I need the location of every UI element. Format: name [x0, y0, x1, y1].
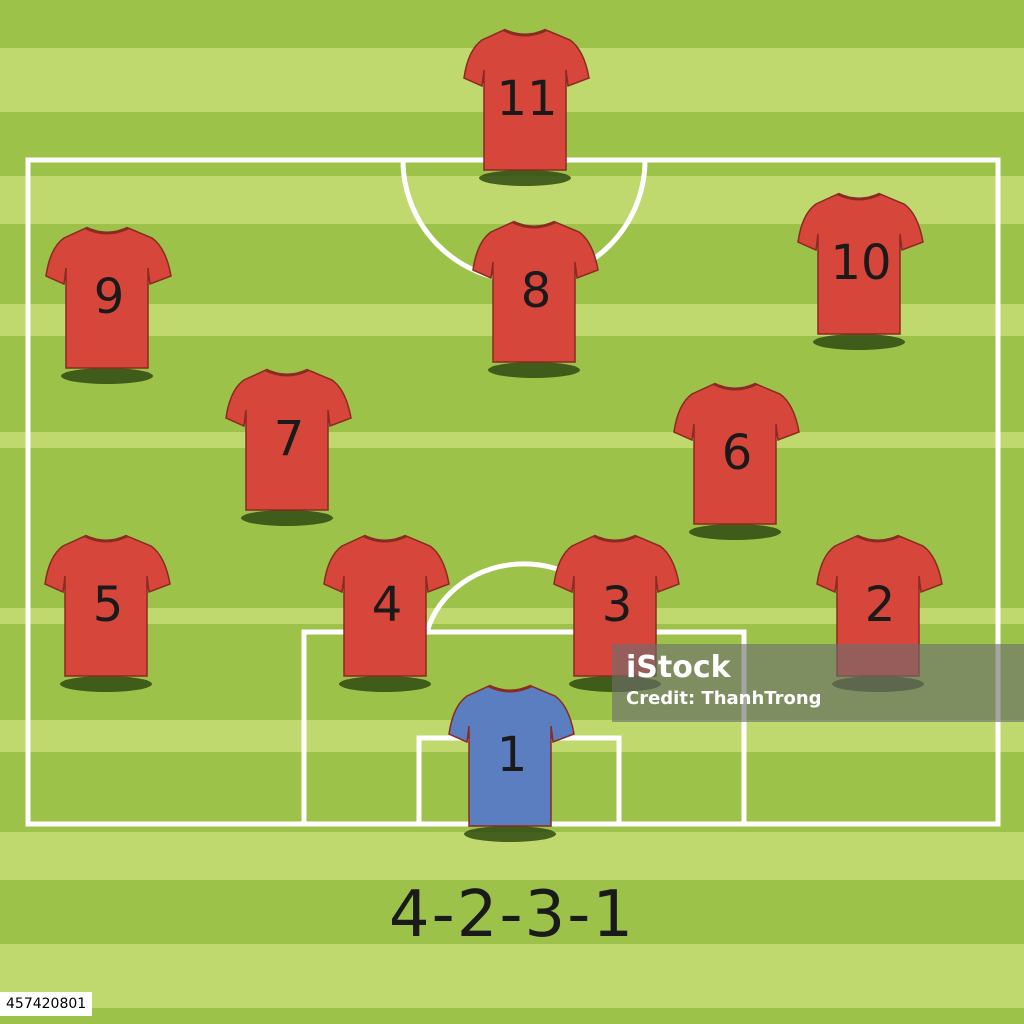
shirt-number: 2 [864, 577, 896, 633]
player-shirt: 11 [462, 24, 592, 194]
shirt-number: 1 [496, 727, 528, 783]
formation-label: 4-2-3-1 [388, 878, 636, 952]
player-shirt: 9 [44, 222, 174, 392]
watermark: iStock Credit: ThanhTrong [612, 644, 1024, 722]
watermark-credit: Credit: ThanhTrong [626, 688, 822, 709]
shirt-number: 9 [93, 269, 125, 325]
player-shirt: 4 [322, 530, 452, 700]
player-shirt: 6 [672, 378, 802, 548]
shirt-number: 7 [273, 411, 305, 467]
shirt-number: 6 [721, 425, 753, 481]
shirt-number: 5 [92, 577, 124, 633]
player-shirt: 7 [224, 364, 354, 534]
shirt-number: 8 [520, 263, 552, 319]
player-shirt: 8 [471, 216, 601, 386]
goalkeeper-shirt: 1 [447, 680, 577, 850]
shirt-number: 4 [371, 577, 403, 633]
player-shirt: 5 [43, 530, 173, 700]
image-id: 457420801 [0, 992, 93, 1016]
shirt-number: 10 [830, 235, 892, 291]
watermark-logo: iStock [626, 650, 731, 685]
shirt-number: 3 [601, 577, 633, 633]
player-shirt: 10 [796, 188, 926, 358]
shirt-number: 11 [496, 71, 558, 127]
